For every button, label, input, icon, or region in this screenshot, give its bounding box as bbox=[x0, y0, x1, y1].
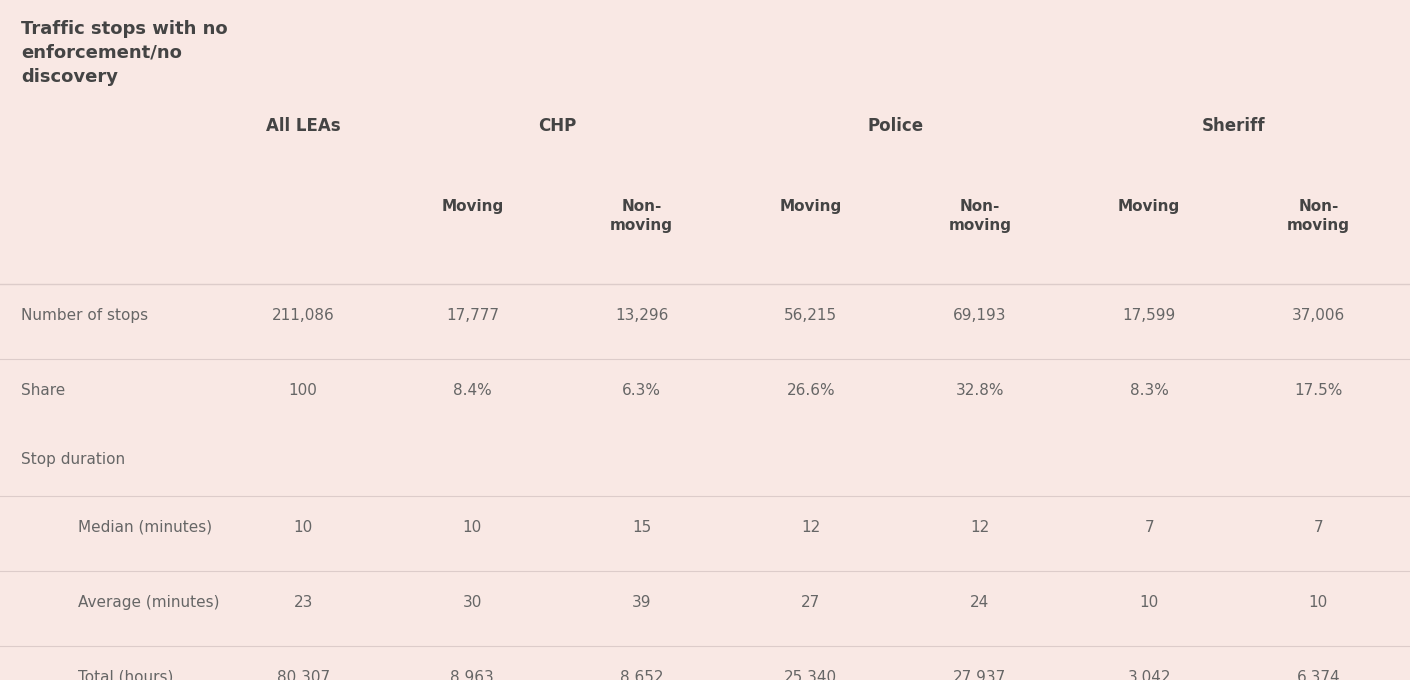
Text: 23: 23 bbox=[293, 595, 313, 610]
Text: Traffic stops with no
enforcement/no
discovery: Traffic stops with no enforcement/no dis… bbox=[21, 20, 228, 86]
Text: 10: 10 bbox=[1139, 595, 1159, 610]
Text: Share: Share bbox=[21, 383, 65, 398]
Text: 26.6%: 26.6% bbox=[787, 383, 835, 398]
Text: 8,963: 8,963 bbox=[450, 670, 495, 680]
Text: 100: 100 bbox=[289, 383, 317, 398]
Text: 6.3%: 6.3% bbox=[622, 383, 661, 398]
Text: 27,937: 27,937 bbox=[953, 670, 1007, 680]
Text: 27: 27 bbox=[801, 595, 821, 610]
Text: Non-
moving: Non- moving bbox=[611, 199, 673, 233]
Text: Non-
moving: Non- moving bbox=[949, 199, 1011, 233]
Text: 8.4%: 8.4% bbox=[453, 383, 492, 398]
Text: 24: 24 bbox=[970, 595, 990, 610]
Text: 69,193: 69,193 bbox=[953, 308, 1007, 323]
Text: 7: 7 bbox=[1314, 520, 1323, 535]
Text: Non-
moving: Non- moving bbox=[1287, 199, 1349, 233]
Text: 8,652: 8,652 bbox=[620, 670, 663, 680]
Text: 37,006: 37,006 bbox=[1292, 308, 1345, 323]
Text: 12: 12 bbox=[970, 520, 990, 535]
Text: Average (minutes): Average (minutes) bbox=[78, 595, 219, 610]
Text: Total (hours): Total (hours) bbox=[78, 670, 173, 680]
Text: 39: 39 bbox=[632, 595, 651, 610]
Text: 3,042: 3,042 bbox=[1128, 670, 1170, 680]
Text: 10: 10 bbox=[462, 520, 482, 535]
Text: 17,777: 17,777 bbox=[446, 308, 499, 323]
Text: All LEAs: All LEAs bbox=[266, 118, 340, 135]
Text: 6,374: 6,374 bbox=[1297, 670, 1340, 680]
Text: 7: 7 bbox=[1145, 520, 1153, 535]
Text: 12: 12 bbox=[801, 520, 821, 535]
Text: Moving: Moving bbox=[780, 199, 842, 214]
Text: Stop duration: Stop duration bbox=[21, 452, 125, 467]
Text: 10: 10 bbox=[293, 520, 313, 535]
Text: Sheriff: Sheriff bbox=[1201, 118, 1266, 135]
Text: 56,215: 56,215 bbox=[784, 308, 838, 323]
Text: 15: 15 bbox=[632, 520, 651, 535]
Text: Police: Police bbox=[867, 118, 924, 135]
Text: 25,340: 25,340 bbox=[784, 670, 838, 680]
Text: 13,296: 13,296 bbox=[615, 308, 668, 323]
Text: 211,086: 211,086 bbox=[272, 308, 334, 323]
Text: 32.8%: 32.8% bbox=[956, 383, 1004, 398]
Text: 80,307: 80,307 bbox=[276, 670, 330, 680]
Text: CHP: CHP bbox=[537, 118, 577, 135]
Text: Moving: Moving bbox=[441, 199, 503, 214]
Text: 17,599: 17,599 bbox=[1122, 308, 1176, 323]
Text: Moving: Moving bbox=[1118, 199, 1180, 214]
Text: Median (minutes): Median (minutes) bbox=[78, 520, 212, 535]
Text: 30: 30 bbox=[462, 595, 482, 610]
Text: 8.3%: 8.3% bbox=[1129, 383, 1169, 398]
Text: Number of stops: Number of stops bbox=[21, 308, 148, 323]
Text: 17.5%: 17.5% bbox=[1294, 383, 1342, 398]
Text: 10: 10 bbox=[1308, 595, 1328, 610]
